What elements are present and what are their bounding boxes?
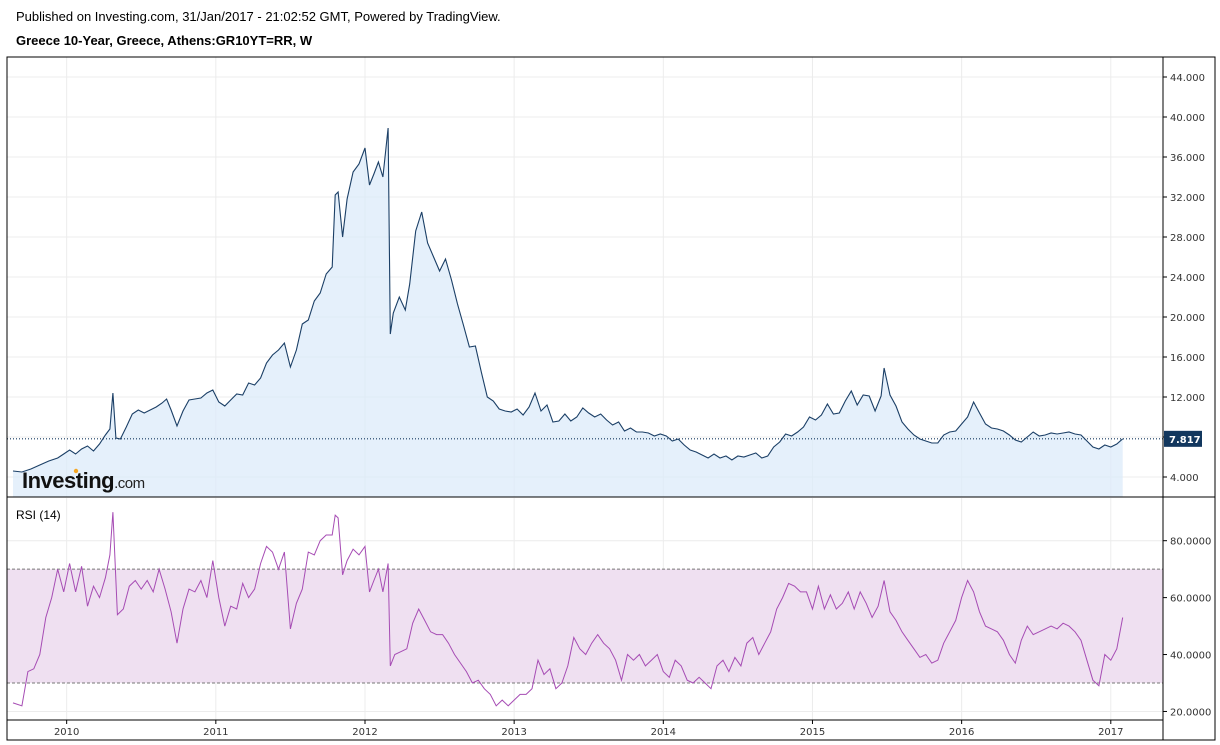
y-tick-label: 12.000 bbox=[1170, 393, 1205, 404]
rsi-label: RSI (14) bbox=[16, 508, 61, 522]
last-price-value: 7.817 bbox=[1169, 435, 1201, 446]
published-note: Published on Investing.com, 31/Jan/2017 … bbox=[16, 9, 501, 24]
y-tick-label: 60.0000 bbox=[1170, 594, 1211, 605]
x-tick-label: 2016 bbox=[949, 727, 974, 738]
last-price-badge: 7.817 bbox=[1164, 430, 1202, 447]
y-tick-label: 4.000 bbox=[1170, 473, 1199, 484]
x-tick-label: 2013 bbox=[501, 727, 526, 738]
rsi-band bbox=[7, 569, 1163, 683]
price-area-fill bbox=[13, 128, 1123, 497]
chart-title: Greece 10-Year, Greece, Athens:GR10YT=RR… bbox=[16, 33, 313, 48]
y-tick-label: 32.000 bbox=[1170, 193, 1205, 204]
logo-suffix: .com bbox=[114, 475, 145, 492]
x-tick-label: 2014 bbox=[651, 727, 676, 738]
y-tick-label: 28.000 bbox=[1170, 233, 1205, 244]
x-tick-label: 2017 bbox=[1098, 727, 1123, 738]
x-tick-label: 2010 bbox=[54, 727, 79, 738]
y-tick-label: 44.000 bbox=[1170, 73, 1205, 84]
y-tick-label: 80.0000 bbox=[1170, 537, 1211, 548]
chart-frame bbox=[6, 56, 1216, 741]
x-tick-label: 2012 bbox=[352, 727, 377, 738]
rsi-series-line bbox=[12, 512, 1124, 707]
y-tick-label: 40.0000 bbox=[1170, 651, 1211, 662]
outer-border bbox=[6, 56, 1216, 741]
axis-ticks: 201020112012201320142015201620174.0008.0… bbox=[54, 73, 1211, 738]
y-tick-label: 24.000 bbox=[1170, 273, 1205, 284]
logo-brand: Investing bbox=[22, 468, 114, 493]
y-tick-label: 20.000 bbox=[1170, 313, 1205, 324]
logo-dot bbox=[73, 468, 79, 474]
y-tick-label: 40.000 bbox=[1170, 113, 1205, 124]
price-series-line bbox=[12, 127, 1124, 473]
investing-logo: Investing.com bbox=[22, 468, 145, 493]
x-tick-label: 2011 bbox=[203, 727, 228, 738]
svg-text:Investing.com: Investing.com bbox=[22, 468, 145, 493]
x-tick-label: 2015 bbox=[800, 727, 825, 738]
y-tick-label: 16.000 bbox=[1170, 353, 1205, 364]
y-tick-label: 20.0000 bbox=[1170, 707, 1211, 718]
y-tick-label: 36.000 bbox=[1170, 153, 1205, 164]
